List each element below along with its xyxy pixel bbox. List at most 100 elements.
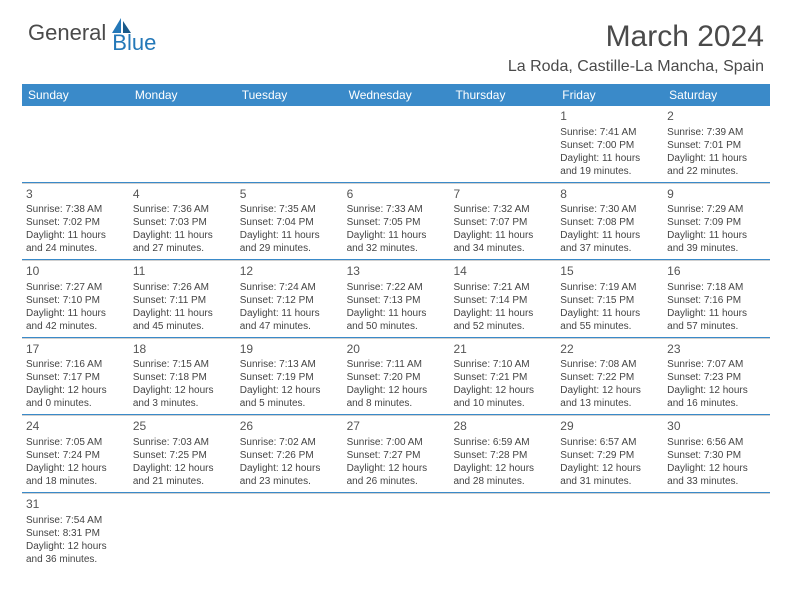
day-cell: 1Sunrise: 7:41 AMSunset: 7:00 PMDaylight… [556, 106, 663, 182]
daylight-text: and 28 minutes. [453, 475, 552, 488]
sunset-text: Sunset: 7:15 PM [560, 294, 659, 307]
day-number: 17 [26, 342, 125, 358]
weekday-header: Tuesday [236, 84, 343, 106]
daylight-text: Daylight: 12 hours [667, 384, 766, 397]
daylight-text: Daylight: 11 hours [667, 229, 766, 242]
day-number: 2 [667, 109, 766, 125]
sunset-text: Sunset: 7:19 PM [240, 371, 339, 384]
daylight-text: Daylight: 11 hours [240, 307, 339, 320]
daylight-text: Daylight: 11 hours [667, 152, 766, 165]
sunrise-text: Sunrise: 7:05 AM [26, 436, 125, 449]
sunset-text: Sunset: 7:12 PM [240, 294, 339, 307]
sunset-text: Sunset: 7:26 PM [240, 449, 339, 462]
day-number: 27 [347, 419, 446, 435]
logo-text-blue: Blue [112, 30, 156, 56]
daylight-text: and 16 minutes. [667, 397, 766, 410]
daylight-text: Daylight: 11 hours [560, 307, 659, 320]
sunset-text: Sunset: 7:27 PM [347, 449, 446, 462]
day-number: 8 [560, 187, 659, 203]
day-number: 18 [133, 342, 232, 358]
day-cell: 29Sunrise: 6:57 AMSunset: 7:29 PMDayligh… [556, 415, 663, 492]
sunset-text: Sunset: 7:18 PM [133, 371, 232, 384]
sunset-text: Sunset: 7:10 PM [26, 294, 125, 307]
daylight-text: Daylight: 12 hours [560, 462, 659, 475]
week-row: 1Sunrise: 7:41 AMSunset: 7:00 PMDaylight… [22, 106, 770, 183]
daylight-text: Daylight: 11 hours [560, 152, 659, 165]
sunrise-text: Sunrise: 7:10 AM [453, 358, 552, 371]
daylight-text: Daylight: 11 hours [133, 229, 232, 242]
weekday-header: Wednesday [343, 84, 450, 106]
sunset-text: Sunset: 7:08 PM [560, 216, 659, 229]
daylight-text: Daylight: 12 hours [240, 462, 339, 475]
daylight-text: Daylight: 11 hours [26, 307, 125, 320]
day-number: 13 [347, 264, 446, 280]
weekday-header: Monday [129, 84, 236, 106]
day-cell: 30Sunrise: 6:56 AMSunset: 7:30 PMDayligh… [663, 415, 770, 492]
day-cell-empty [556, 493, 663, 570]
day-cell: 19Sunrise: 7:13 AMSunset: 7:19 PMDayligh… [236, 338, 343, 415]
day-number: 7 [453, 187, 552, 203]
day-number: 3 [26, 187, 125, 203]
day-cell: 3Sunrise: 7:38 AMSunset: 7:02 PMDaylight… [22, 183, 129, 260]
daylight-text: Daylight: 11 hours [667, 307, 766, 320]
sunset-text: Sunset: 7:01 PM [667, 139, 766, 152]
daylight-text: Daylight: 12 hours [26, 462, 125, 475]
day-cell: 8Sunrise: 7:30 AMSunset: 7:08 PMDaylight… [556, 183, 663, 260]
daylight-text: Daylight: 11 hours [26, 229, 125, 242]
daylight-text: and 57 minutes. [667, 320, 766, 333]
daylight-text: Daylight: 11 hours [453, 229, 552, 242]
sunrise-text: Sunrise: 7:03 AM [133, 436, 232, 449]
daylight-text: and 33 minutes. [667, 475, 766, 488]
daylight-text: and 22 minutes. [667, 165, 766, 178]
sunrise-text: Sunrise: 7:16 AM [26, 358, 125, 371]
day-cell: 7Sunrise: 7:32 AMSunset: 7:07 PMDaylight… [449, 183, 556, 260]
sunset-text: Sunset: 7:05 PM [347, 216, 446, 229]
day-cell: 18Sunrise: 7:15 AMSunset: 7:18 PMDayligh… [129, 338, 236, 415]
sunrise-text: Sunrise: 7:29 AM [667, 203, 766, 216]
daylight-text: and 34 minutes. [453, 242, 552, 255]
day-cell: 14Sunrise: 7:21 AMSunset: 7:14 PMDayligh… [449, 260, 556, 337]
day-cell: 27Sunrise: 7:00 AMSunset: 7:27 PMDayligh… [343, 415, 450, 492]
weekday-header-row: SundayMondayTuesdayWednesdayThursdayFrid… [22, 84, 770, 106]
day-cell: 21Sunrise: 7:10 AMSunset: 7:21 PMDayligh… [449, 338, 556, 415]
daylight-text: and 3 minutes. [133, 397, 232, 410]
daylight-text: and 10 minutes. [453, 397, 552, 410]
sunset-text: Sunset: 7:30 PM [667, 449, 766, 462]
daylight-text: Daylight: 12 hours [347, 462, 446, 475]
day-number: 16 [667, 264, 766, 280]
sunset-text: Sunset: 7:22 PM [560, 371, 659, 384]
sunrise-text: Sunrise: 7:02 AM [240, 436, 339, 449]
day-number: 26 [240, 419, 339, 435]
day-number: 20 [347, 342, 446, 358]
week-row: 24Sunrise: 7:05 AMSunset: 7:24 PMDayligh… [22, 415, 770, 493]
sunrise-text: Sunrise: 6:59 AM [453, 436, 552, 449]
sunrise-text: Sunrise: 6:57 AM [560, 436, 659, 449]
daylight-text: Daylight: 11 hours [347, 229, 446, 242]
daylight-text: Daylight: 12 hours [667, 462, 766, 475]
sunrise-text: Sunrise: 7:00 AM [347, 436, 446, 449]
sunset-text: Sunset: 7:23 PM [667, 371, 766, 384]
daylight-text: and 0 minutes. [26, 397, 125, 410]
week-row: 31Sunrise: 7:54 AMSunset: 8:31 PMDayligh… [22, 493, 770, 570]
daylight-text: and 42 minutes. [26, 320, 125, 333]
sunrise-text: Sunrise: 7:35 AM [240, 203, 339, 216]
daylight-text: and 37 minutes. [560, 242, 659, 255]
day-number: 5 [240, 187, 339, 203]
daylight-text: and 5 minutes. [240, 397, 339, 410]
daylight-text: and 29 minutes. [240, 242, 339, 255]
day-cell: 10Sunrise: 7:27 AMSunset: 7:10 PMDayligh… [22, 260, 129, 337]
sunset-text: Sunset: 7:24 PM [26, 449, 125, 462]
day-number: 12 [240, 264, 339, 280]
day-cell-empty [343, 493, 450, 570]
sunset-text: Sunset: 7:02 PM [26, 216, 125, 229]
daylight-text: and 21 minutes. [133, 475, 232, 488]
daylight-text: and 52 minutes. [453, 320, 552, 333]
week-row: 10Sunrise: 7:27 AMSunset: 7:10 PMDayligh… [22, 260, 770, 338]
calendar-grid: SundayMondayTuesdayWednesdayThursdayFrid… [22, 84, 770, 570]
daylight-text: and 13 minutes. [560, 397, 659, 410]
day-number: 23 [667, 342, 766, 358]
day-number: 14 [453, 264, 552, 280]
daylight-text: Daylight: 12 hours [453, 384, 552, 397]
location-subtitle: La Roda, Castille-La Mancha, Spain [508, 58, 764, 76]
sunrise-text: Sunrise: 7:33 AM [347, 203, 446, 216]
